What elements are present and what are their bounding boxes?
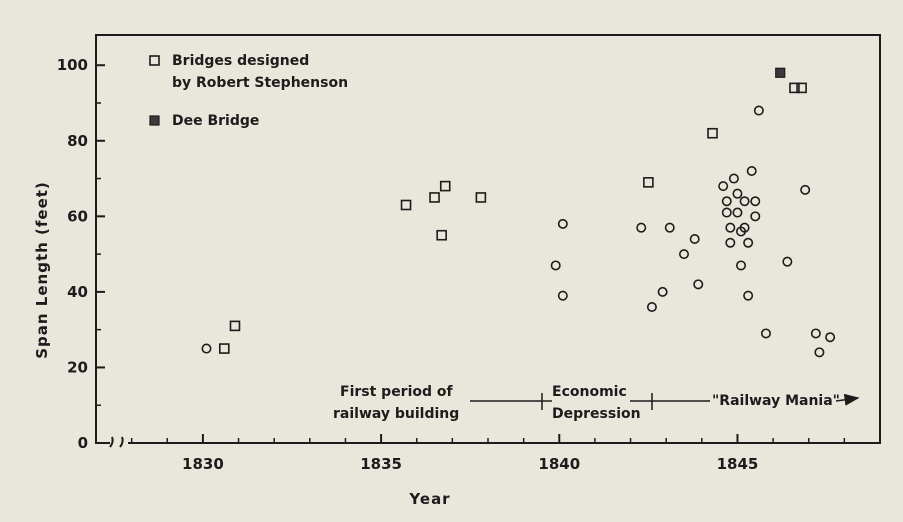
legend-label-dee: Dee Bridge (172, 113, 259, 129)
period-mania-label: "Railway Mania" (712, 393, 840, 409)
scatter-point (732, 188, 743, 199)
period-econ-line2: Depression (552, 406, 641, 422)
x-tick-label: 1845 (717, 455, 759, 473)
scatter-point (739, 196, 750, 207)
x-axis-ticks: 1830 1835 1840 1845 (130, 434, 846, 473)
stephenson-bridge-point (643, 177, 654, 188)
scatter-point (736, 260, 747, 271)
scatter-point (743, 237, 754, 248)
scatter-point (753, 105, 764, 116)
scatter-point (721, 207, 732, 218)
scatter-point (750, 196, 761, 207)
stephenson-bridge-point (475, 192, 487, 203)
y-tick-label: 60 (67, 207, 88, 225)
dee-bridge-point (775, 67, 786, 78)
scatter-point (810, 328, 821, 339)
plot-frame (95, 34, 881, 444)
axis-break-mark (109, 436, 124, 448)
legend-hollow-square (149, 55, 160, 66)
scatter-point (718, 181, 729, 192)
stephenson-bridge-point (436, 229, 447, 241)
legend-label-stephenson-1: Bridges designed (172, 53, 309, 69)
scatter-point (678, 249, 689, 260)
scatter-point (750, 211, 761, 222)
scatter-point (746, 166, 757, 177)
y-tick-label: 100 (57, 56, 88, 74)
period-annotations: First period of railway building Economi… (333, 384, 860, 422)
period-econ-line1: Economic (552, 384, 627, 400)
y-tick-label: 20 (67, 358, 88, 376)
scatter-point (721, 196, 732, 207)
period-first-line2: railway building (333, 406, 459, 422)
stephenson-bridge-point (400, 199, 412, 211)
scatter-point (550, 260, 561, 271)
legend: Bridges designed by Robert Stephenson De… (149, 53, 348, 129)
scatter-point (557, 290, 568, 301)
scatter-point (782, 256, 793, 267)
scatter-point (664, 222, 675, 233)
scatter-point (557, 218, 568, 229)
scatter-point (657, 286, 668, 297)
y-axis-title: Span Length (feet) (33, 181, 51, 359)
scatter-point (646, 301, 657, 312)
stephenson-bridge-point (796, 82, 807, 94)
x-tick-label: 1835 (360, 455, 402, 473)
legend-label-stephenson-2: by Robert Stephenson (172, 75, 348, 91)
x-tick-label: 1840 (538, 455, 580, 473)
scatter-point (725, 237, 736, 248)
y-tick-label: 0 (78, 434, 88, 452)
scatter-point (739, 222, 750, 233)
scatter-point (800, 184, 811, 195)
stephenson-bridge-point (707, 127, 718, 139)
stephenson-bridge-point (229, 320, 241, 332)
period-first-line1: First period of (340, 384, 454, 400)
period-mania-arrow-right (835, 393, 860, 406)
scatter-point (732, 207, 743, 218)
scatter-point (825, 332, 836, 343)
scatter-point (201, 343, 212, 354)
scatter-point (760, 328, 771, 339)
y-axis-ticks: 0 20 40 60 80 100 (57, 56, 105, 452)
stephenson-bridge-point (218, 343, 230, 354)
stephenson-bridge-point (429, 192, 440, 203)
scatter-point (743, 290, 754, 301)
y-tick-label: 40 (67, 283, 88, 301)
x-axis-title: Year (408, 490, 450, 508)
scatter-point (689, 234, 700, 245)
scatter-point (814, 347, 825, 358)
data-points (201, 67, 836, 358)
stephenson-bridge-point (439, 180, 451, 192)
x-tick-label: 1830 (182, 455, 224, 473)
stephenson-bridge-point (789, 82, 800, 94)
scatter-point (728, 173, 739, 184)
scatter-point (636, 222, 647, 233)
scatter-point (693, 279, 704, 290)
legend-filled-square (149, 115, 160, 126)
scatter-point (725, 222, 736, 233)
y-tick-label: 80 (67, 132, 88, 150)
